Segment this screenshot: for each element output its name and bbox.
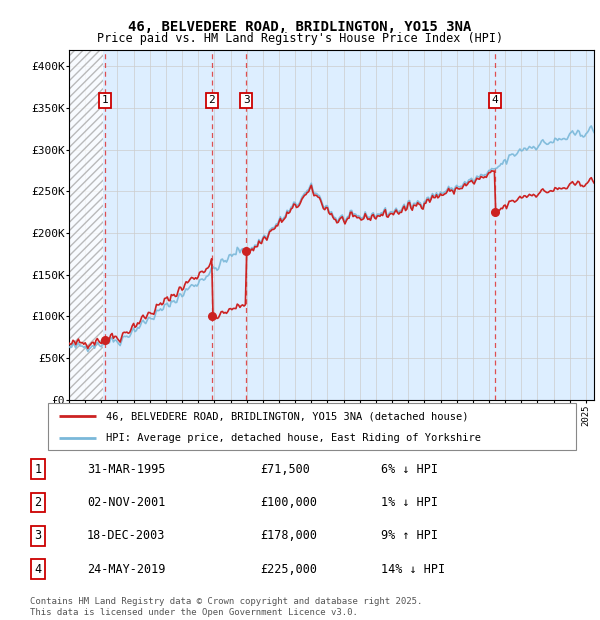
Text: 4: 4 xyxy=(492,95,499,105)
Text: 2: 2 xyxy=(208,95,215,105)
Text: 3: 3 xyxy=(243,95,250,105)
Text: 46, BELVEDERE ROAD, BRIDLINGTON, YO15 3NA: 46, BELVEDERE ROAD, BRIDLINGTON, YO15 3N… xyxy=(128,20,472,34)
Text: 46, BELVEDERE ROAD, BRIDLINGTON, YO15 3NA (detached house): 46, BELVEDERE ROAD, BRIDLINGTON, YO15 3N… xyxy=(106,411,469,421)
Text: 9% ↑ HPI: 9% ↑ HPI xyxy=(381,529,438,542)
Text: £178,000: £178,000 xyxy=(260,529,317,542)
Text: £225,000: £225,000 xyxy=(260,563,317,576)
Text: HPI: Average price, detached house, East Riding of Yorkshire: HPI: Average price, detached house, East… xyxy=(106,433,481,443)
Text: Contains HM Land Registry data © Crown copyright and database right 2025.
This d: Contains HM Land Registry data © Crown c… xyxy=(30,598,422,617)
Text: 1% ↓ HPI: 1% ↓ HPI xyxy=(381,496,438,509)
Text: 24-MAY-2019: 24-MAY-2019 xyxy=(87,563,166,576)
Text: 1: 1 xyxy=(35,463,42,476)
FancyBboxPatch shape xyxy=(48,403,576,450)
Text: 4: 4 xyxy=(35,563,42,576)
Text: 14% ↓ HPI: 14% ↓ HPI xyxy=(381,563,445,576)
Text: £71,500: £71,500 xyxy=(260,463,310,476)
Text: Price paid vs. HM Land Registry's House Price Index (HPI): Price paid vs. HM Land Registry's House … xyxy=(97,32,503,45)
Text: 2: 2 xyxy=(35,496,42,509)
Text: 18-DEC-2003: 18-DEC-2003 xyxy=(87,529,166,542)
Text: 1: 1 xyxy=(102,95,109,105)
Text: 02-NOV-2001: 02-NOV-2001 xyxy=(87,496,166,509)
Text: £100,000: £100,000 xyxy=(260,496,317,509)
Bar xyxy=(69,50,103,400)
Text: 31-MAR-1995: 31-MAR-1995 xyxy=(87,463,166,476)
Text: 6% ↓ HPI: 6% ↓ HPI xyxy=(381,463,438,476)
Text: 3: 3 xyxy=(35,529,42,542)
